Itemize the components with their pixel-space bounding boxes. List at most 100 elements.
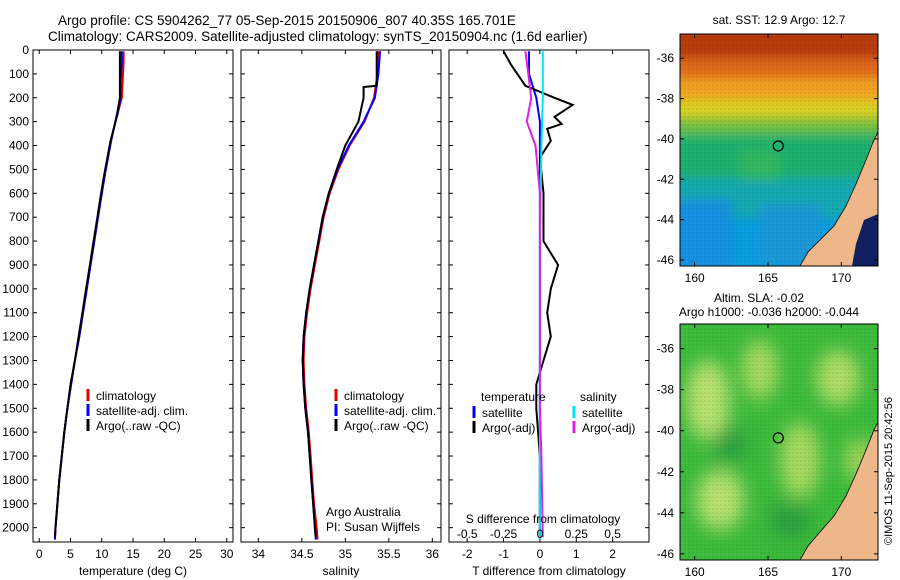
x-tick-label-top: -0.25	[490, 527, 518, 541]
y-tick-label: -46	[657, 547, 675, 561]
x-tick-label: 35.5	[377, 547, 401, 561]
legend-label: satellite	[582, 406, 623, 420]
legend-label: Argo(-adj)	[482, 421, 535, 435]
x-tick-label: 30	[220, 547, 234, 561]
x-tick-label: 35	[339, 547, 353, 561]
y-tick-label: 1100	[3, 306, 29, 320]
x-tick-label-top: 0	[537, 527, 544, 541]
sst-map-title: sat. SST: 12.9 Argo: 12.7	[713, 13, 846, 27]
series-line-temperature-argo--adj-	[502, 50, 575, 538]
y-tick-label: 1200	[2, 330, 29, 344]
series-line-argo---raw--qc-	[301, 51, 378, 538]
legend-label: satellite	[482, 406, 523, 420]
y-tick-label: -44	[657, 213, 675, 227]
y-tick-label: 600	[9, 186, 29, 200]
legend-title-salinity: salinity	[580, 390, 617, 404]
annotation-line2: PI: Susan Wijffels	[326, 520, 420, 534]
y-tick-label: 500	[9, 162, 29, 176]
legend-label: Argo(..raw -QC)	[344, 419, 429, 433]
y-tick-label: 1700	[2, 449, 29, 463]
y-tick-label: -44	[657, 506, 675, 520]
argo-location-marker	[772, 140, 784, 152]
legend-label: Argo(..raw -QC)	[96, 419, 181, 433]
y-tick-label: -38	[657, 383, 675, 397]
annotation-line1: Argo Australia	[326, 505, 401, 519]
x-tick-label: 20	[158, 547, 172, 561]
x-tick-label: 2	[609, 547, 616, 561]
sst-map-panel: -36 -38 -40 -42 -44 -46 160 165 170 sat. SST: 12.…	[657, 13, 879, 285]
legend-label: climatology	[96, 389, 156, 403]
y-tick-label: -40	[657, 132, 675, 146]
x-tick-label-top: -0.5	[457, 527, 478, 541]
y-tick-label: 1600	[2, 425, 29, 439]
map-frame	[679, 33, 879, 267]
y-tick-label: 1900	[2, 497, 29, 511]
y-tick-label: 1300	[2, 353, 29, 367]
y-tick-label: 1800	[2, 473, 29, 487]
y-tick-label: -38	[657, 92, 675, 106]
x-tick-label: 15	[126, 547, 140, 561]
temperature-profile-xlabel: temperature (deg C)	[79, 564, 187, 578]
series-line-argo---raw--qc-	[53, 51, 121, 538]
y-tick-label: 200	[9, 91, 29, 105]
y-tick-label: 300	[9, 115, 29, 129]
y-tick-label: 2000	[2, 521, 29, 535]
legend-label: satellite-adj. clim.	[344, 404, 436, 418]
xlabel-top: S difference from climatology	[466, 512, 621, 526]
x-tick-label: 170	[831, 565, 851, 579]
x-tick-label: 165	[758, 565, 778, 579]
x-tick-label: 10	[95, 547, 109, 561]
x-tick-label: 165	[758, 271, 778, 285]
legend-label: Argo(-adj)	[582, 421, 635, 435]
temperature-profile-panel: 0100200300400500600700800900100011001200…	[2, 43, 233, 578]
x-tick-label: 170	[831, 271, 851, 285]
x-tick-label-top: 0.25	[565, 527, 589, 541]
salinity-profile-panel: 34 34.5 35 35.5 36 salinity climatologysatelli…	[240, 49, 442, 578]
y-tick-label: 700	[9, 210, 29, 224]
sla-map-panel: -36 -38 -40 -42 -44 -46 160 165 170 Altim. SLA: -…	[657, 291, 879, 579]
y-tick-label: 800	[9, 234, 29, 248]
figure-title-line1: Argo profile: CS 5904262_77 05-Sep-2015 …	[58, 13, 516, 28]
sla-map-title-line2: Argo h1000: -0.036 h2000: -0.044	[679, 305, 859, 319]
map-frame	[679, 323, 879, 561]
salinity-profile-xlabel: salinity	[323, 564, 360, 578]
difference-profile-xlabel: T difference from climatology	[472, 564, 626, 578]
x-tick-label: 160	[685, 565, 705, 579]
imos-watermark: ©IMOS 11-Sep-2015 20:42:56	[883, 397, 895, 545]
x-tick-label: 34.5	[290, 547, 314, 561]
x-tick-label-top: 0.5	[604, 527, 621, 541]
legend-label: satellite-adj. clim.	[96, 404, 188, 418]
y-tick-label: 900	[9, 258, 29, 272]
x-tick-label: 36	[426, 547, 440, 561]
y-tick-label: 0	[22, 43, 29, 57]
sla-map-title-line1: Altim. SLA: -0.02	[714, 291, 804, 305]
y-tick-label: -36	[657, 342, 675, 356]
y-tick-label: -42	[657, 465, 675, 479]
sla-map-image	[680, 324, 878, 560]
x-tick-label: 0	[537, 547, 544, 561]
x-tick-label: -2	[462, 547, 473, 561]
figure-title-line2: Climatology: CARS2009. Satellite-adjuste…	[48, 29, 588, 44]
y-tick-label: 400	[9, 139, 29, 153]
y-tick-label: 1500	[2, 401, 29, 415]
x-tick-label: 5	[67, 547, 74, 561]
y-tick-label: 100	[9, 67, 29, 81]
x-tick-label: 25	[189, 547, 203, 561]
y-tick-label: 1400	[2, 377, 29, 391]
x-tick-label: 160	[685, 271, 705, 285]
plot-frame	[32, 49, 234, 543]
x-tick-label: 34	[252, 547, 266, 561]
y-tick-label: -40	[657, 424, 675, 438]
legend-label: climatology	[344, 389, 404, 403]
argo-location-marker	[772, 432, 784, 444]
difference-profile-panel: -2 -1 0 1 2 T difference from climatology S di…	[448, 49, 650, 578]
y-tick-label: -42	[657, 172, 675, 186]
x-tick-label: -1	[498, 547, 509, 561]
sst-map-image	[680, 34, 878, 266]
plot-frame	[240, 49, 442, 543]
y-tick-label: -36	[657, 51, 675, 65]
series-line-salinity-argo--adj-	[524, 51, 544, 538]
y-tick-label: -46	[657, 253, 675, 267]
